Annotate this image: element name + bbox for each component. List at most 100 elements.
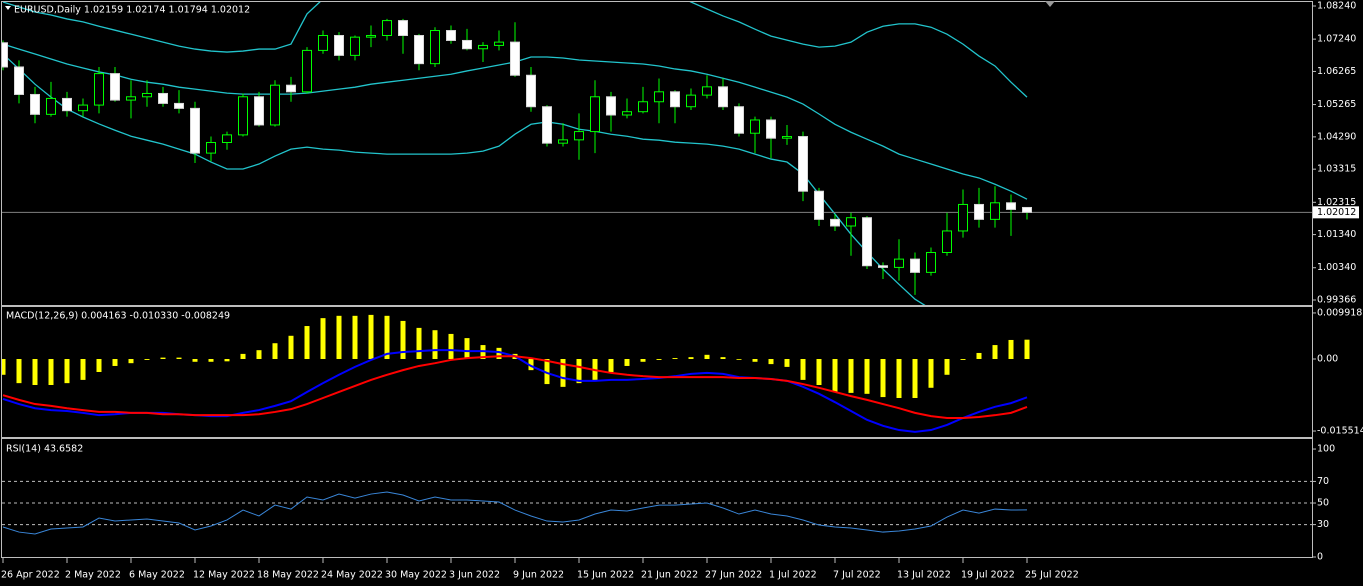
candle-body	[414, 34, 424, 65]
macd-histogram-bar	[176, 357, 182, 359]
candle-body	[990, 202, 1000, 220]
last-price-box	[1313, 206, 1359, 219]
candle-body	[830, 218, 840, 227]
macd-line	[2, 355, 1028, 419]
macd-histogram-bar	[800, 359, 806, 380]
candle-body	[142, 92, 152, 98]
macd-histogram-bar	[720, 357, 726, 359]
candle-body	[446, 30, 456, 41]
main-title: EURUSD,Daily 1.02159 1.02174 1.01794 1.0…	[14, 5, 250, 16]
macd-histogram-bar	[928, 359, 934, 388]
candle-body	[862, 217, 872, 267]
macd-histogram-bar	[528, 359, 534, 371]
x-tick-label: 1 Jul 2022	[769, 570, 817, 581]
macd-panel	[1, 306, 1313, 438]
y-tick-label: 100	[1317, 444, 1335, 455]
panel-frames	[1, 1, 1313, 558]
candle-body	[302, 49, 312, 93]
candle-body	[638, 101, 648, 113]
candle-body	[174, 102, 184, 109]
y-tick-label: 70	[1317, 476, 1329, 487]
candle-body	[846, 217, 856, 227]
macd-histogram-bar	[816, 359, 822, 385]
candle-body	[78, 104, 88, 112]
candle-body	[526, 74, 536, 108]
macd-histogram-bar	[608, 359, 614, 372]
rsi-plot	[2, 480, 1312, 535]
x-tick-label: 27 Jun 2022	[705, 570, 762, 581]
candle-body	[270, 84, 280, 126]
macd-histogram-bar	[160, 357, 166, 359]
macd-plot	[2, 314, 1030, 433]
macd-histogram-bar	[464, 338, 470, 359]
macd-histogram-bar	[96, 359, 102, 372]
macd-histogram-bar	[768, 359, 774, 365]
macd-histogram-bar	[128, 359, 134, 364]
y-tick-label: 1.05265	[1317, 99, 1356, 110]
macd-histogram-bar	[704, 354, 710, 359]
candle-body	[510, 41, 520, 76]
y-tick-label: 50	[1317, 498, 1329, 509]
bollinger-band	[2, 2, 1028, 98]
candle-body	[254, 96, 264, 126]
candle-body	[878, 265, 888, 268]
candle-body	[734, 106, 744, 134]
macd-histogram-bar	[1008, 339, 1014, 359]
y-tick-label: 0.99366	[1317, 294, 1356, 305]
x-tick-label: 19 Jul 2022	[961, 570, 1015, 581]
macd-histogram-bar	[256, 350, 262, 359]
macd-histogram-bar	[640, 359, 646, 362]
macd-histogram-bar	[432, 330, 438, 359]
candle-body	[590, 96, 600, 133]
macd-title: MACD(12,26,9) 0.004163 -0.010330 -0.0082…	[6, 311, 230, 322]
candle-body	[62, 97, 72, 112]
candle-body	[14, 66, 24, 95]
candle-body	[654, 91, 664, 103]
macd-histogram-bar	[16, 359, 22, 384]
macd-histogram-bar	[880, 359, 886, 398]
candle-body	[942, 230, 952, 253]
macd-histogram-bar	[288, 335, 294, 359]
macd-histogram-bar	[912, 359, 918, 398]
candle-body	[958, 203, 968, 232]
x-tick-label: 12 May 2022	[193, 570, 255, 581]
y-tick-label: 1.07240	[1317, 34, 1356, 45]
candle-body	[222, 134, 232, 144]
y-tick-label: 1.08240	[1317, 1, 1356, 12]
x-tick-label: 25 Jul 2022	[1025, 570, 1079, 581]
rsi-line	[2, 491, 1028, 535]
macd-histogram-bar	[32, 359, 38, 385]
menu-arrow	[5, 6, 11, 10]
macd-histogram-bar	[64, 359, 70, 384]
macd-histogram-bar	[960, 359, 966, 360]
candle-body	[718, 86, 728, 108]
macd-histogram-bar	[144, 359, 150, 360]
candle-body	[766, 119, 776, 139]
x-tick-label: 26 Apr 2022	[1, 570, 60, 581]
macd-histogram-bar	[656, 359, 662, 360]
x-tick-label: 2 May 2022	[65, 570, 121, 581]
x-tick-label: 9 Jun 2022	[513, 570, 564, 581]
macd-histogram-bar	[304, 326, 310, 359]
macd-histogram-bar	[976, 352, 982, 359]
candle-body	[318, 34, 328, 51]
x-tick-label: 18 May 2022	[257, 570, 319, 581]
candle-body	[574, 131, 584, 141]
candle-body	[782, 136, 792, 139]
candle-body	[814, 190, 824, 220]
macd-histogram-bar	[352, 315, 358, 359]
x-tick-label: 15 Jun 2022	[577, 570, 634, 581]
candle-body	[622, 111, 632, 116]
macd-histogram-bar	[848, 359, 854, 393]
macd-histogram-bar	[416, 327, 422, 359]
candle-body	[462, 39, 472, 50]
candle-body	[206, 142, 216, 154]
macd-histogram-bar	[368, 314, 374, 359]
candle-body	[2, 42, 8, 68]
macd-histogram-bar	[752, 359, 758, 362]
macd-histogram-bar	[240, 353, 246, 359]
candle-body	[478, 44, 488, 50]
candle-body	[46, 97, 56, 115]
